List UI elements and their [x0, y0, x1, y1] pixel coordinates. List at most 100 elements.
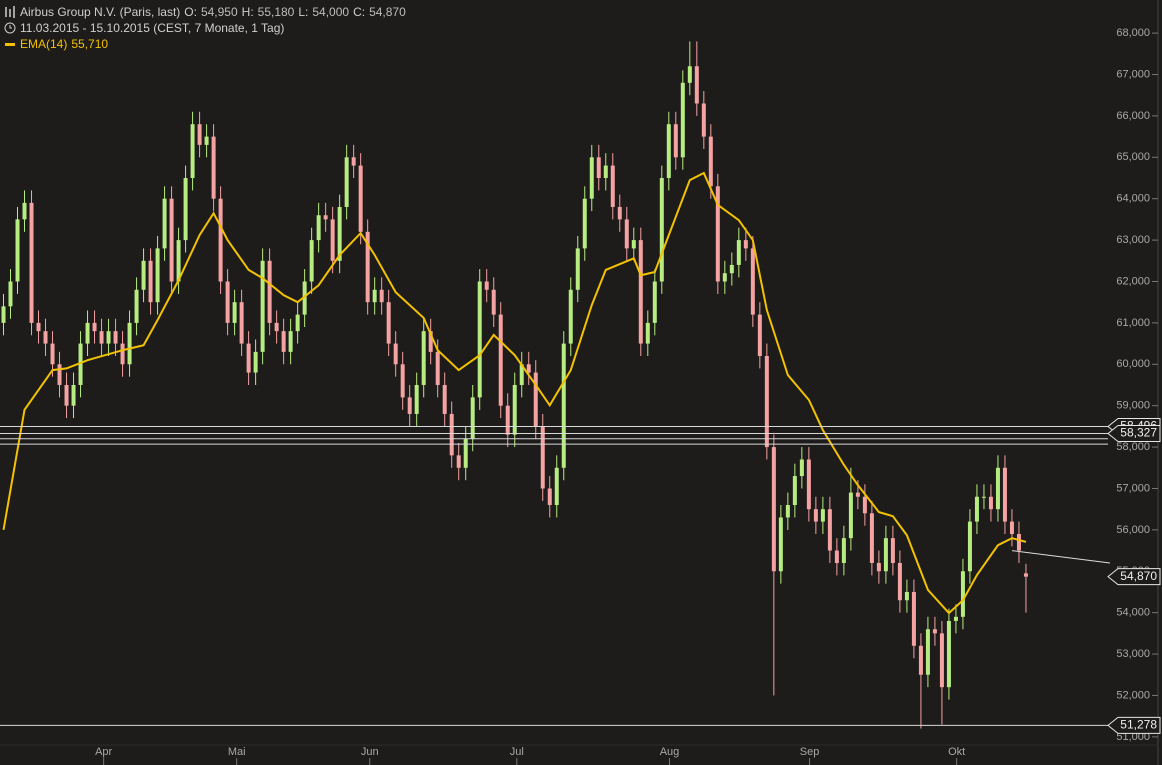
candle-body [1, 306, 6, 323]
candle-body [981, 496, 986, 498]
candle-body [309, 240, 314, 282]
y-tick-label: 61,000 [1116, 317, 1150, 329]
candle-body [680, 82, 685, 158]
ohlc-value: 54,950 [200, 5, 238, 19]
candle-body [71, 384, 76, 406]
candle-body [568, 289, 573, 344]
candle-body [197, 124, 202, 145]
candle-body [162, 198, 167, 249]
x-tick-label: Sep [800, 746, 820, 758]
candle-body [575, 248, 580, 290]
candle-body [589, 157, 594, 199]
candle-body [176, 240, 181, 282]
candle-body [799, 459, 804, 477]
ohlc-name: L: [298, 5, 309, 19]
legend-label: EMA(14) [20, 37, 68, 51]
candle-body [603, 165, 608, 179]
candle-body [421, 331, 426, 385]
y-tick-label: 68,000 [1116, 27, 1150, 39]
ohlc-value: 55,180 [257, 5, 295, 19]
last-price-label-box [1107, 568, 1161, 586]
candle-body [610, 165, 615, 207]
candle-body [932, 629, 937, 634]
candle-body [890, 538, 895, 563]
candle-body [617, 206, 622, 220]
candle-body [694, 66, 699, 104]
candle-body [764, 356, 769, 448]
candle-body [379, 289, 384, 303]
candle-body [666, 124, 671, 179]
candle-body [715, 186, 720, 282]
candle-body [988, 496, 993, 510]
candle-body [36, 322, 41, 332]
ohlc-name: H: [241, 5, 254, 19]
candle-body [540, 426, 545, 489]
y-tick-label: 67,000 [1116, 68, 1150, 80]
ohlc-name: O: [184, 5, 197, 19]
candle-body [8, 281, 13, 307]
candle-body [673, 124, 678, 158]
header-title-row: Airbus Group N.V. (Paris, last) O: 54,950… [4, 4, 410, 20]
candle-body [533, 372, 538, 427]
candle-body [505, 405, 510, 435]
candle-body [449, 413, 454, 456]
candle-body [722, 273, 727, 282]
candle-body [974, 496, 979, 522]
x-tick-label: Jul [510, 746, 524, 758]
candle-body [400, 364, 405, 398]
candle-body [232, 302, 237, 323]
y-tick-label: 66,000 [1116, 110, 1150, 122]
hline-label: 51,278 [1120, 718, 1157, 732]
candle-body [708, 136, 713, 187]
candle-body [253, 351, 258, 373]
candle-body [1016, 534, 1021, 551]
candle-body [687, 66, 692, 83]
candle-body [43, 331, 48, 344]
candle-body [631, 240, 636, 249]
candle-body [169, 198, 174, 282]
candle-body [827, 509, 832, 551]
candle-body [757, 314, 762, 357]
candle-body [659, 178, 664, 282]
candle-body [771, 447, 776, 572]
y-tick-label: 56,000 [1116, 524, 1150, 536]
title: Airbus Group N.V. (Paris, last) [20, 5, 181, 19]
header: Airbus Group N.V. (Paris, last) O: 54,950… [4, 4, 410, 52]
candle-body [127, 322, 132, 365]
candle-body [78, 343, 83, 385]
candle-body [85, 322, 90, 344]
candle-body [22, 202, 27, 220]
candle-body [512, 384, 517, 435]
ohlc-value: 54,000 [312, 5, 350, 19]
candle-body [645, 322, 650, 344]
candle-body [463, 438, 468, 468]
candle-body [939, 633, 944, 688]
candle-body [1023, 573, 1028, 577]
clock-icon [4, 22, 16, 34]
last-price-label: 54,870 [1120, 569, 1157, 583]
candle-body [960, 571, 965, 617]
candle-body [946, 620, 951, 688]
candle-body [302, 281, 307, 315]
candle-body [225, 281, 230, 323]
y-tick-label: 62,000 [1116, 275, 1150, 287]
candle-body [393, 343, 398, 365]
candle-body [29, 202, 34, 323]
candle-body [995, 467, 1000, 510]
candle-body [792, 476, 797, 506]
y-tick-label: 64,000 [1116, 193, 1150, 205]
candle-body [295, 314, 300, 332]
candle-body [218, 198, 223, 282]
candle-body [288, 331, 293, 352]
ema-line [2, 171, 1027, 615]
candle-body [554, 467, 559, 506]
candle-body [337, 206, 342, 261]
candle-body [428, 331, 433, 352]
x-tick-label: Apr [95, 746, 112, 758]
header-ema-row: EMA(14) 55,710 [4, 36, 113, 52]
candle-body [190, 124, 195, 179]
candle-body [358, 165, 363, 232]
candle-body [64, 384, 69, 406]
candle-body [344, 157, 349, 207]
